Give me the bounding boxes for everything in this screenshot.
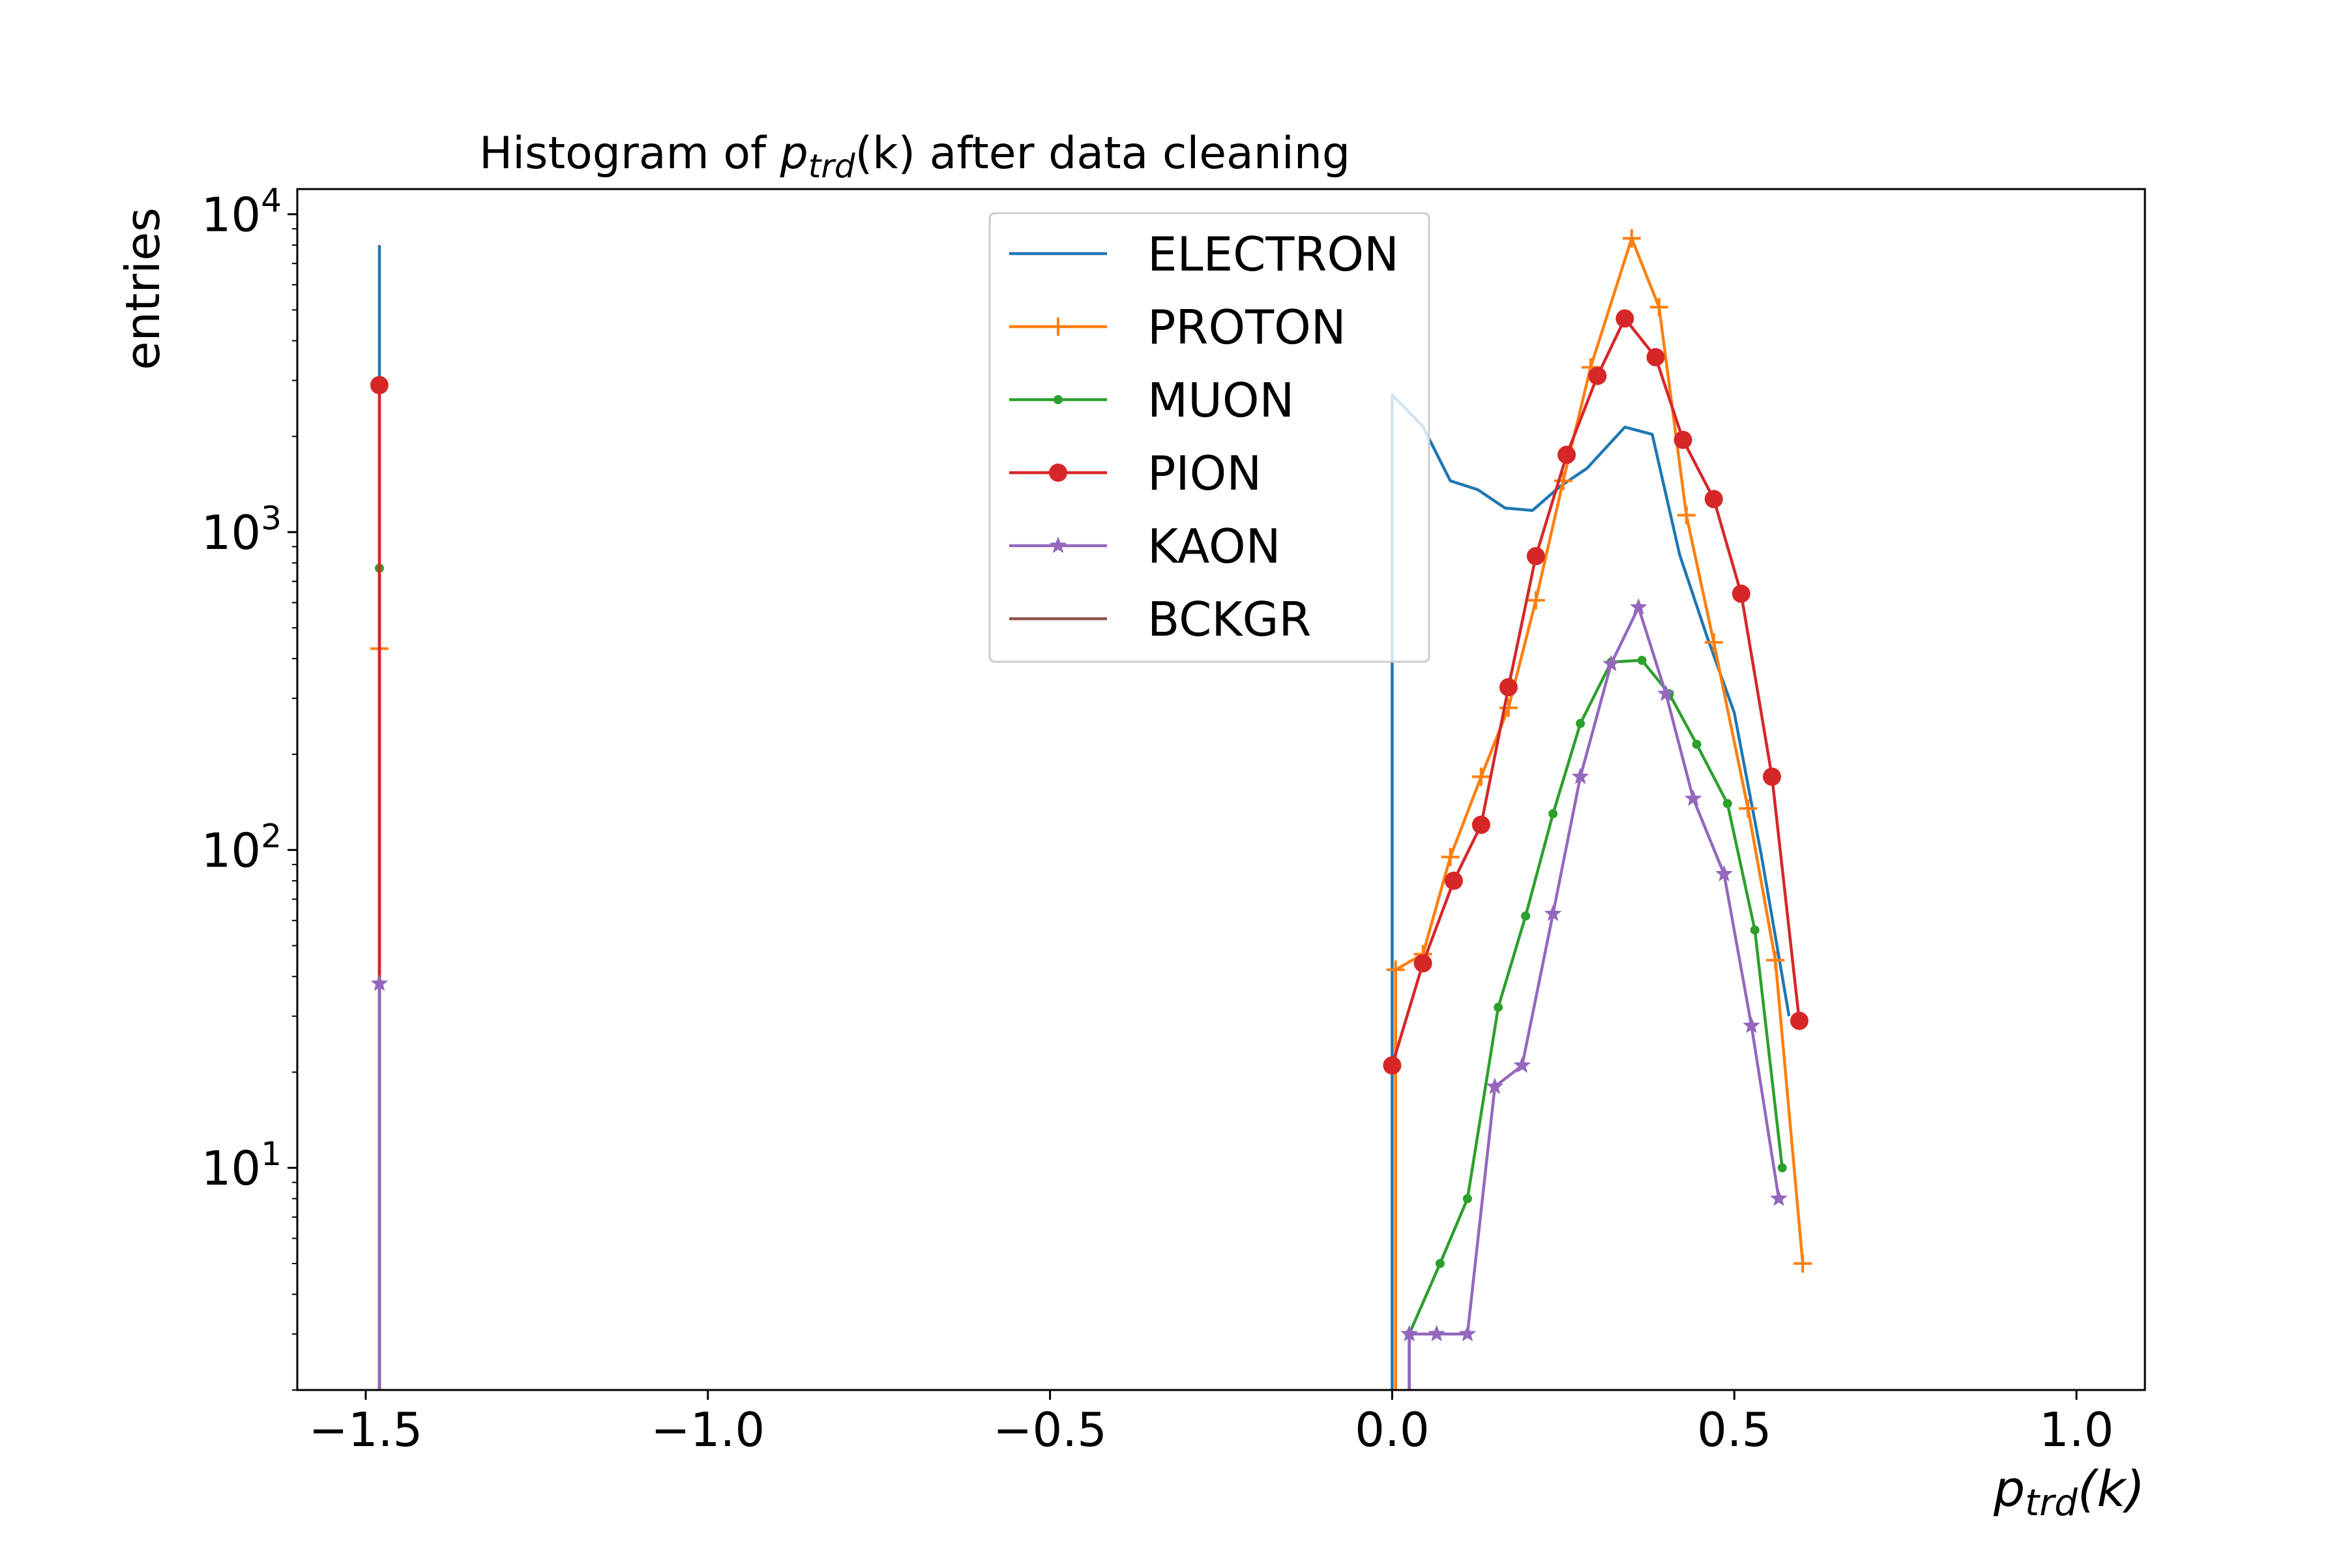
data-point-pion (1588, 366, 1607, 385)
data-point-muon (1576, 718, 1586, 728)
data-point-proton (1499, 698, 1518, 717)
data-point-kaon (1486, 1077, 1504, 1095)
x-tick-label: 0.0 (1355, 1402, 1430, 1457)
data-point-kaon (1458, 1325, 1477, 1342)
data-point-pion (1762, 767, 1781, 786)
data-point-kaon (1630, 598, 1647, 615)
data-point-muon (1548, 809, 1558, 819)
data-point-pion (1444, 871, 1463, 890)
data-point-pion (1471, 816, 1490, 835)
axes-layer: −1.5 −1.0 −0.5 0.0 0.5 1.0 101 102 103 104 (201, 182, 2146, 1457)
data-point-kaon (1428, 1325, 1445, 1342)
legend-item-kaon: KAON (1009, 519, 1280, 574)
legend-item-pion: PION (1009, 446, 1262, 501)
data-point-kaon (1657, 685, 1675, 702)
x-tick-label: −1.0 (651, 1402, 765, 1457)
data-point-pion (1383, 1056, 1402, 1075)
data-point-pion (1646, 348, 1665, 366)
y-axis-label: entries (115, 207, 170, 370)
data-point-pion (1557, 445, 1576, 464)
y-tick-label: 104 (201, 182, 282, 243)
series-kaon (370, 598, 1788, 1390)
data-point-kaon (1743, 1016, 1760, 1033)
data-point-pion (370, 376, 389, 394)
data-point-proton (1554, 471, 1572, 490)
legend-item-bckgr: BCKGR (1009, 592, 1311, 647)
legend-label-bckgr: BCKGR (1147, 592, 1311, 647)
y-tick-label: 103 (201, 499, 282, 560)
x-axis-label: ptrd(k) (1993, 1460, 2145, 1524)
series-line-muon (1408, 658, 1784, 1390)
data-point-kaon (1571, 767, 1589, 784)
data-point-muon (1494, 1002, 1503, 1012)
data-point-proton (1766, 951, 1785, 969)
data-point-proton (1793, 1254, 1812, 1273)
legend-marker-muon (1054, 395, 1063, 404)
data-point-muon (1435, 1258, 1445, 1268)
legend-item-electron: ELECTRON (1009, 227, 1399, 282)
data-point-kaon (1513, 1056, 1531, 1073)
series-line-kaon (1408, 606, 1780, 1390)
data-point-proton (1441, 848, 1460, 866)
legend-label-kaon: KAON (1147, 519, 1280, 574)
series-muon (374, 563, 1787, 1390)
data-point-pion (1674, 430, 1692, 449)
data-point-muon (1777, 1163, 1787, 1173)
data-point-kaon (1770, 1189, 1788, 1206)
x-tick-label: 0.5 (1697, 1402, 1772, 1457)
data-point-kaon (1602, 655, 1620, 672)
x-tick-label: −0.5 (993, 1402, 1107, 1457)
data-point-muon (1722, 799, 1732, 808)
series-line-proton (1394, 237, 1805, 1390)
legend-label-muon: MUON (1147, 373, 1294, 428)
legend-marker-kaon (1049, 537, 1067, 554)
y-tick-label: 101 (201, 1135, 282, 1196)
data-point-pion (1616, 309, 1634, 328)
plot-frame (296, 188, 2146, 1391)
data-point-proton (1739, 799, 1758, 818)
series-layer (370, 229, 1812, 1390)
data-point-muon (1521, 911, 1531, 921)
data-point-proton (1471, 767, 1490, 786)
data-point-muon (1462, 1194, 1472, 1204)
data-point-kaon (1544, 904, 1562, 921)
x-tick-label: 1.0 (2039, 1402, 2114, 1457)
data-point-kaon (1715, 865, 1733, 881)
legend-label-proton: PROTON (1147, 300, 1346, 355)
data-point-proton (1677, 506, 1696, 525)
data-point-muon (1692, 739, 1702, 749)
data-point-proton (1704, 633, 1723, 652)
legend-item-proton: PROTON (1009, 300, 1346, 355)
legend-label-pion: PION (1147, 446, 1262, 501)
data-point-pion (1499, 678, 1518, 697)
data-point-kaon (1400, 1325, 1418, 1342)
data-point-proton (1386, 960, 1405, 979)
legend-label-electron: ELECTRON (1147, 227, 1399, 282)
data-point-proton (1649, 298, 1668, 317)
legend-marker-pion (1049, 464, 1067, 482)
data-point-muon (1750, 925, 1760, 935)
data-point-muon (1637, 655, 1647, 665)
legend: ELECTRON PROTON MUON PION KAON BCKGR (988, 212, 1430, 663)
data-point-proton (1526, 591, 1545, 610)
data-point-pion (1413, 954, 1432, 973)
data-point-pion (1790, 1011, 1808, 1030)
data-point-pion (1732, 584, 1750, 603)
data-point-kaon (1684, 790, 1702, 806)
legend-marker-proton (1049, 318, 1067, 336)
data-point-proton (1622, 229, 1641, 248)
legend-item-muon: MUON (1009, 373, 1294, 428)
chart-title: Histogram of ptrd(k) after data cleaning (479, 128, 1350, 185)
data-point-pion (1526, 547, 1545, 566)
data-point-pion (1704, 490, 1723, 509)
data-point-kaon (370, 974, 389, 991)
x-tick-label: −1.5 (309, 1402, 423, 1457)
y-tick-label: 102 (201, 818, 282, 878)
